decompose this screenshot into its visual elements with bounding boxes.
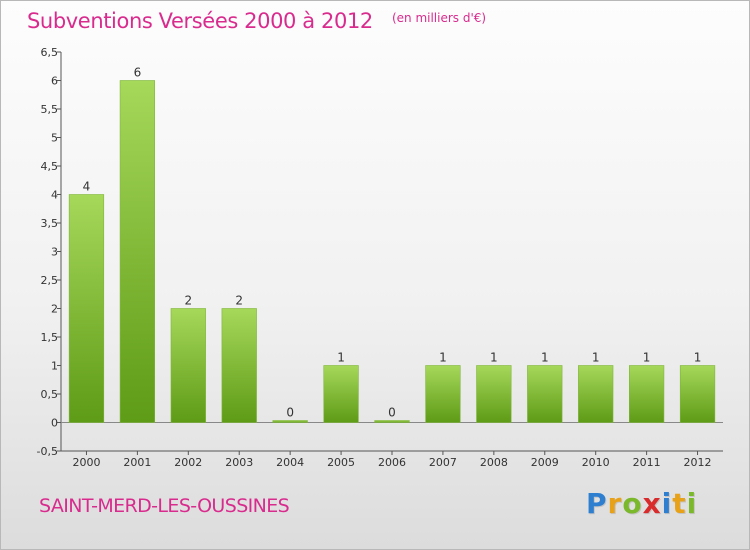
bar bbox=[629, 365, 665, 423]
data-label: 2 bbox=[184, 294, 192, 308]
x-tick-label: 2012 bbox=[684, 456, 712, 469]
brand-letter: P bbox=[586, 487, 608, 520]
data-label: 6 bbox=[134, 66, 142, 80]
x-tick-label: 2003 bbox=[225, 456, 253, 469]
brand-letter: i bbox=[686, 487, 698, 520]
y-tick-label: 0 bbox=[51, 417, 58, 430]
bar bbox=[425, 365, 461, 423]
x-tick-label: 2001 bbox=[123, 456, 151, 469]
chart-title: Subventions Versées 2000 à 2012 bbox=[27, 9, 373, 33]
bar bbox=[374, 420, 410, 423]
y-tick-label: 6,5 bbox=[41, 46, 59, 59]
brand-letter: o bbox=[622, 487, 643, 520]
data-label: 2 bbox=[235, 294, 243, 308]
data-label: 1 bbox=[643, 351, 651, 365]
y-tick-label: 1 bbox=[51, 360, 58, 373]
y-tick-label: 3 bbox=[51, 246, 58, 259]
y-tick-label: 1,5 bbox=[41, 331, 59, 344]
bar bbox=[221, 308, 257, 423]
data-label: 0 bbox=[286, 406, 294, 420]
labels-layer: 2000 4 2001 6 2002 2 2003 2 2004 0 2005 1 2006 0 2007 1… bbox=[72, 66, 711, 470]
brand-letter: i bbox=[661, 487, 673, 520]
data-label: 1 bbox=[337, 351, 345, 365]
bars-layer bbox=[68, 80, 716, 423]
y-tick-label: 6 bbox=[51, 75, 58, 88]
data-label: 1 bbox=[592, 351, 600, 365]
x-tick-label: 2004 bbox=[276, 456, 304, 469]
y-tick-label: 0,5 bbox=[41, 388, 59, 401]
bar bbox=[476, 365, 512, 423]
x-tick-label: 2005 bbox=[327, 456, 355, 469]
y-tick-label: 5 bbox=[51, 132, 58, 145]
x-tick-label: 2007 bbox=[429, 456, 457, 469]
x-tick-label: 2010 bbox=[582, 456, 610, 469]
bar bbox=[170, 308, 206, 423]
data-label: 1 bbox=[490, 351, 498, 365]
data-label: 4 bbox=[83, 180, 91, 194]
brand-letter: x bbox=[642, 487, 662, 520]
bar bbox=[68, 194, 105, 423]
x-tick-label: 2009 bbox=[531, 456, 559, 469]
data-label: 1 bbox=[694, 351, 702, 365]
bar bbox=[323, 365, 359, 423]
brand-letter: r bbox=[607, 487, 623, 520]
y-tick-label: 2,5 bbox=[41, 274, 59, 287]
brand-letter: t bbox=[672, 487, 687, 520]
commune-name: SAINT-MERD-LES-OUSSINES bbox=[39, 495, 290, 517]
bar bbox=[119, 80, 155, 423]
x-tick-label: 2006 bbox=[378, 456, 406, 469]
y-tick-label: 4 bbox=[51, 189, 58, 202]
bar bbox=[679, 365, 716, 423]
data-label: 1 bbox=[439, 351, 447, 365]
bar bbox=[272, 420, 308, 423]
data-label: 0 bbox=[388, 406, 396, 420]
title-block: Subventions Versées 2000 à 2012 (en mill… bbox=[27, 9, 486, 33]
data-label: 1 bbox=[541, 351, 549, 365]
y-tick-label: 3,5 bbox=[41, 217, 59, 230]
y-tick-label: 5,5 bbox=[41, 103, 59, 116]
bar bbox=[578, 365, 614, 423]
y-tick-label: 4,5 bbox=[41, 160, 59, 173]
x-tick-label: 2008 bbox=[480, 456, 508, 469]
chart-unit: (en milliers d'€) bbox=[391, 11, 487, 25]
x-tick-label: 2002 bbox=[174, 456, 202, 469]
x-tick-label: 2011 bbox=[633, 456, 661, 469]
y-tick-label: -0,5 bbox=[37, 445, 58, 458]
y-tick-label: 2 bbox=[51, 303, 58, 316]
bar bbox=[527, 365, 563, 423]
brand-logo: Proxiti bbox=[586, 487, 697, 520]
x-tick-label: 2000 bbox=[72, 456, 100, 469]
